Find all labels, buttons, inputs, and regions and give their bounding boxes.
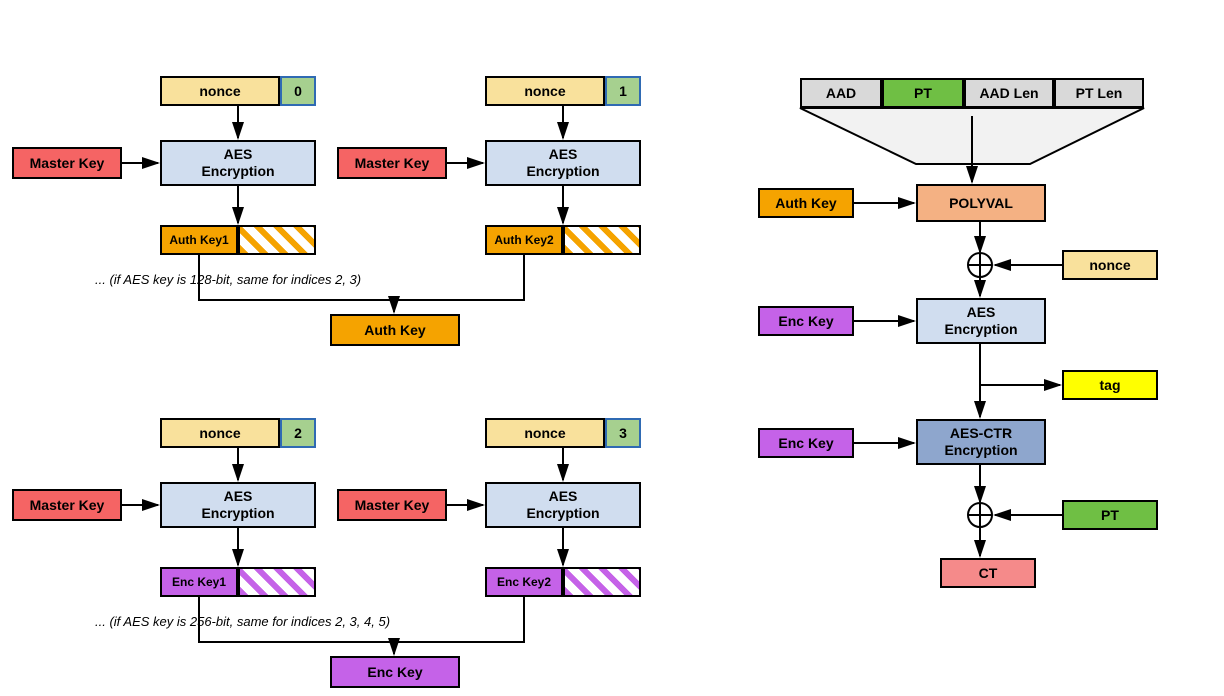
ptlen-box: PT Len — [1054, 78, 1144, 108]
aad-box: AAD — [800, 78, 882, 108]
ct-box: CT — [940, 558, 1036, 588]
aes-block-b2: AESEncryption — [485, 482, 641, 528]
aes-label: AESEncryption — [526, 488, 599, 522]
master-key-b2: Master Key — [337, 489, 447, 521]
authkey-right: Auth Key — [758, 188, 854, 218]
enckey1-box: Enc Key1 — [160, 567, 238, 597]
aes-label: AESEncryption — [526, 146, 599, 180]
nonce-box-a2: nonce — [160, 418, 280, 448]
nonce-box-b2: nonce — [485, 418, 605, 448]
tag-box: tag — [1062, 370, 1158, 400]
master-key-a2: Master Key — [12, 489, 122, 521]
repeat-note-256: ... (if AES key is 256-bit, same for ind… — [95, 614, 390, 629]
nonce-right: nonce — [1062, 250, 1158, 280]
authkey2-discard — [563, 225, 641, 255]
enckey2-box: Enc Key2 — [485, 567, 563, 597]
aes-block-a1: AESEncryption — [160, 140, 316, 186]
aes-ctr-label: AES-CTREncryption — [944, 425, 1017, 459]
nonce-box-a1: nonce — [160, 76, 280, 106]
aes-enc-right: AESEncryption — [916, 298, 1046, 344]
enckey-right-2: Enc Key — [758, 428, 854, 458]
authkey1-discard — [238, 225, 316, 255]
master-key-a1: Master Key — [12, 147, 122, 179]
enckey1-discard — [238, 567, 316, 597]
aes-label: AESEncryption — [201, 488, 274, 522]
authkey2-box: Auth Key2 — [485, 225, 563, 255]
aes-block-a2: AESEncryption — [160, 482, 316, 528]
auth-key-bar: Auth Key — [330, 314, 460, 346]
authkey1-box: Auth Key1 — [160, 225, 238, 255]
counter-3: 3 — [605, 418, 641, 448]
master-key-b1: Master Key — [337, 147, 447, 179]
aes-label: AESEncryption — [201, 146, 274, 180]
polyval-box: POLYVAL — [916, 184, 1046, 222]
pt-box-top: PT — [882, 78, 964, 108]
repeat-note-128: ... (if AES key is 128-bit, same for ind… — [95, 272, 361, 287]
aes-ctr-box: AES-CTREncryption — [916, 419, 1046, 465]
nonce-box-b1: nonce — [485, 76, 605, 106]
pt-box-right: PT — [1062, 500, 1158, 530]
enc-key-bar: Enc Key — [330, 656, 460, 688]
counter-0: 0 — [280, 76, 316, 106]
counter-1: 1 — [605, 76, 641, 106]
aes-block-b1: AESEncryption — [485, 140, 641, 186]
aadlen-box: AAD Len — [964, 78, 1054, 108]
aes-label: AESEncryption — [944, 304, 1017, 338]
counter-2: 2 — [280, 418, 316, 448]
enckey-right-1: Enc Key — [758, 306, 854, 336]
enckey2-discard — [563, 567, 641, 597]
